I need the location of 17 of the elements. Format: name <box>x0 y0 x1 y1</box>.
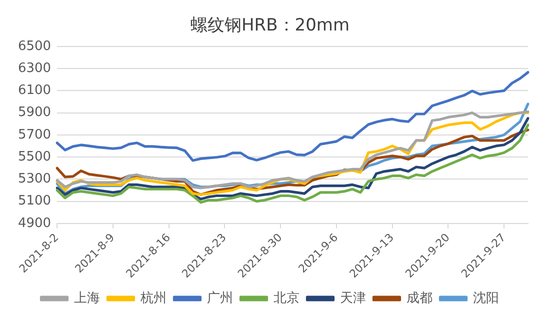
y-tick-label: 5700 <box>18 127 52 142</box>
y-tick-label: 6500 <box>18 38 52 54</box>
legend-label: 杭州 <box>139 290 166 306</box>
legend-label: 沈阳 <box>472 290 499 306</box>
legend-label: 北京 <box>273 290 300 306</box>
y-tick-label: 6100 <box>18 83 52 98</box>
legend-label: 天津 <box>340 290 366 306</box>
legend-label: 成都 <box>406 290 432 306</box>
y-tick-label: 5500 <box>18 149 52 164</box>
y-tick-label: 6300 <box>18 60 52 76</box>
y-tick-label: 5900 <box>18 105 52 120</box>
y-tick-label: 4900 <box>18 216 52 231</box>
legend-label: 上海 <box>74 290 100 306</box>
y-tick-label: 5300 <box>18 172 52 187</box>
y-tick-label: 5100 <box>18 194 52 209</box>
legend-label: 广州 <box>206 290 233 306</box>
chart-title: 螺纹钢HRB：20mm <box>190 16 350 36</box>
